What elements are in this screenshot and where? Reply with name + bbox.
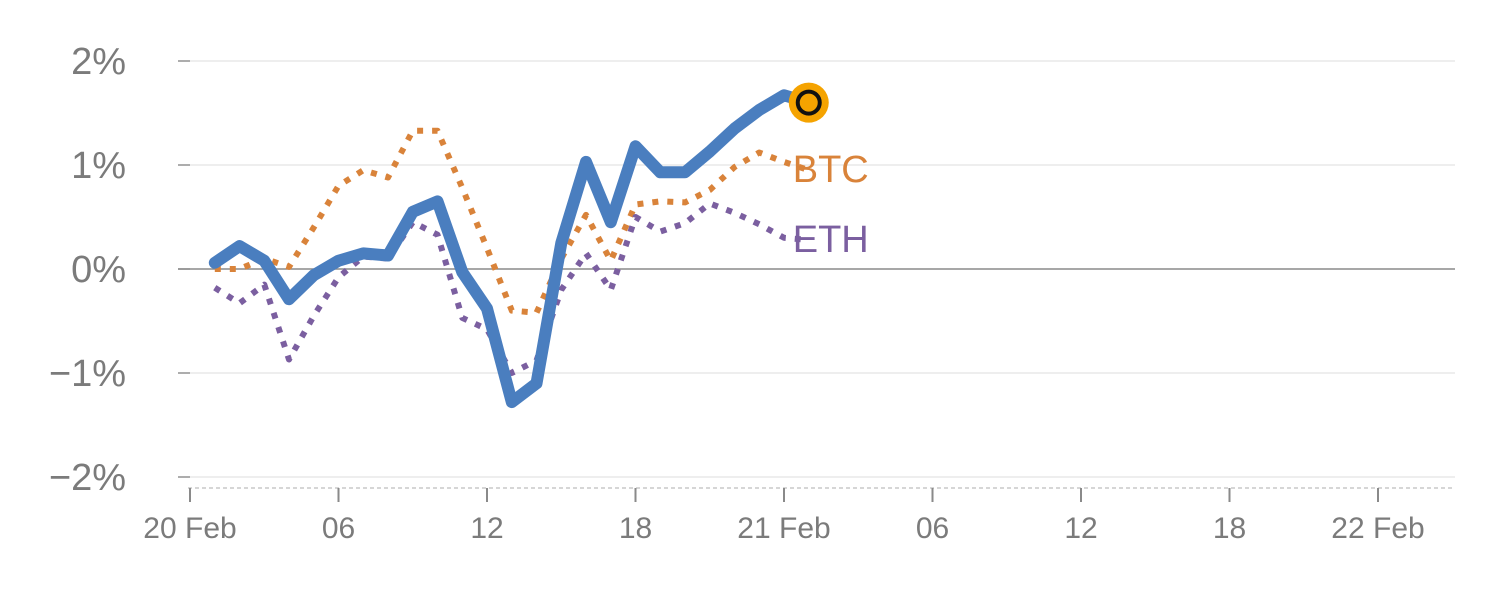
series-label-btc: BTC <box>793 149 869 191</box>
y-axis: 2% 1% 0% −1% −2% <box>49 41 190 499</box>
x-tick-label: 12 <box>1064 512 1097 545</box>
series-labels: BTC ETH <box>793 149 869 261</box>
x-tick-label: 20 Feb <box>143 512 236 545</box>
x-tick-label: 18 <box>619 512 652 545</box>
x-axis: 20 Feb 06 12 18 21 Feb 06 12 18 22 Feb <box>143 487 1455 545</box>
marker-dot <box>795 89 822 116</box>
y-tick-label: 1% <box>71 145 126 187</box>
series-lines <box>208 89 815 409</box>
y-tick-label: 0% <box>71 249 126 291</box>
y-tick-label: −1% <box>49 353 126 395</box>
series-line-btc <box>214 127 810 316</box>
gridlines <box>178 60 1455 478</box>
series-line-eth <box>213 200 810 376</box>
series-label-eth: ETH <box>793 219 869 261</box>
x-tick-label: 06 <box>322 512 355 545</box>
x-tick-label: 22 Feb <box>1331 512 1424 545</box>
x-tick-label: 06 <box>916 512 949 545</box>
x-tick-label: 12 <box>470 512 503 545</box>
x-tick-label: 18 <box>1213 512 1246 545</box>
x-tick-label: 21 Feb <box>737 512 830 545</box>
series-line-main <box>208 89 815 409</box>
y-tick-label: 2% <box>71 41 126 83</box>
y-tick-label: −2% <box>49 457 126 499</box>
last-value-marker <box>788 82 829 123</box>
